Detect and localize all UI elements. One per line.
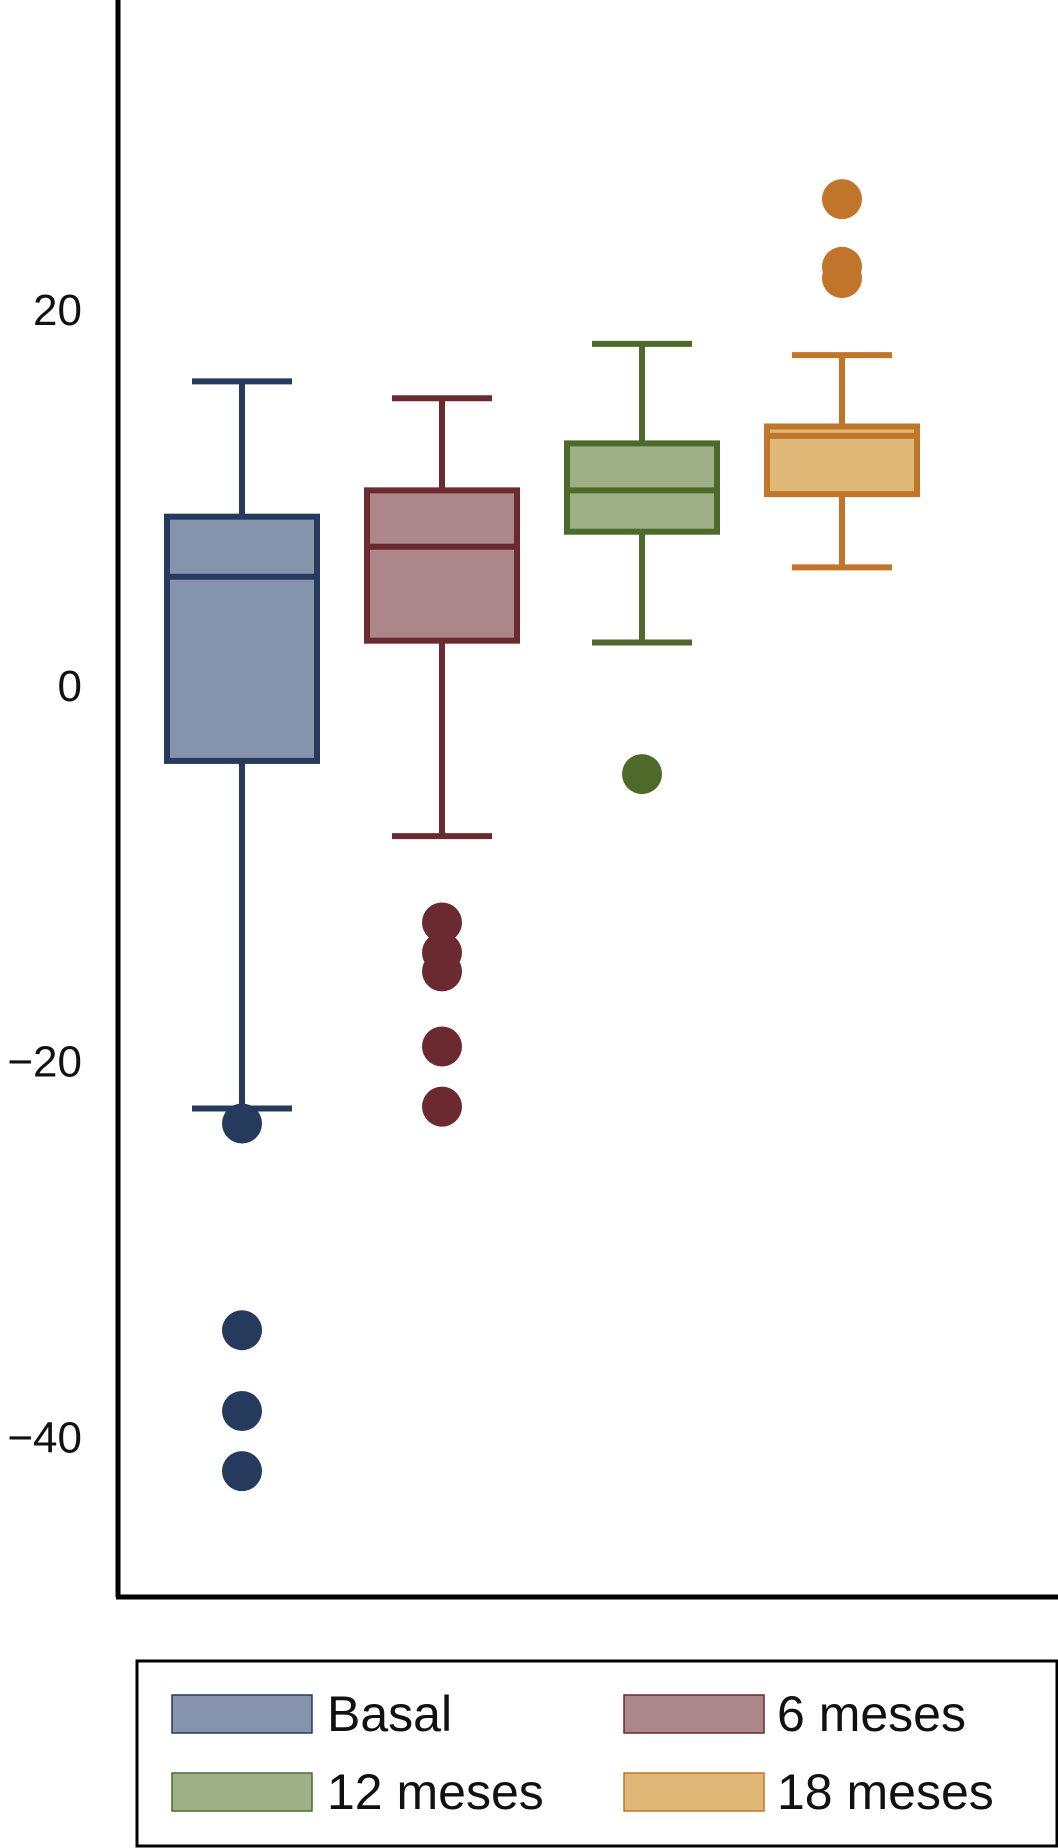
outlier-point [222, 1390, 262, 1431]
y-tick-label: 20 [33, 286, 82, 335]
outlier-point [422, 951, 462, 992]
legend-item: Basal [171, 1686, 452, 1742]
y-tick-labels: 20 0 −20 −40 [7, 286, 82, 1462]
legend-frame [135, 1659, 1058, 1848]
outlier-point [622, 754, 662, 795]
legend-label: 6 meses [777, 1686, 966, 1742]
box-3 [564, 340, 720, 795]
y-tick-label: −40 [7, 1413, 82, 1462]
y-tick-label: 0 [58, 662, 82, 711]
legend-label: Basal [327, 1686, 452, 1742]
legend-label: 18 meses [777, 1764, 994, 1820]
outlier-point [822, 179, 862, 220]
legend-item: 12 meses [171, 1764, 544, 1820]
box-series [164, 179, 920, 1492]
outlier-point [822, 258, 862, 299]
axes [115, 0, 1058, 1600]
legend-swatch [171, 1772, 313, 1812]
outlier-point [422, 902, 462, 943]
outlier-point [222, 1310, 262, 1351]
outlier-point [222, 1103, 262, 1144]
legend-item: 18 meses [623, 1764, 994, 1820]
legend-swatch [171, 1694, 313, 1734]
y-tick-label: −20 [7, 1038, 82, 1087]
box-1 [164, 378, 320, 1492]
legend-label: 12 meses [327, 1764, 544, 1820]
outlier-point [422, 1086, 462, 1127]
iqr-box [164, 513, 320, 764]
outlier-point [222, 1451, 262, 1492]
outlier-point [422, 1026, 462, 1067]
iqr-box [364, 487, 520, 644]
box-2 [364, 395, 520, 1127]
box-4 [764, 179, 920, 571]
legend-swatch [623, 1772, 765, 1812]
legend-swatch [623, 1694, 765, 1734]
legend: Basal 6 meses 12 meses 18 meses [135, 1659, 1058, 1848]
legend-item: 6 meses [623, 1686, 966, 1742]
